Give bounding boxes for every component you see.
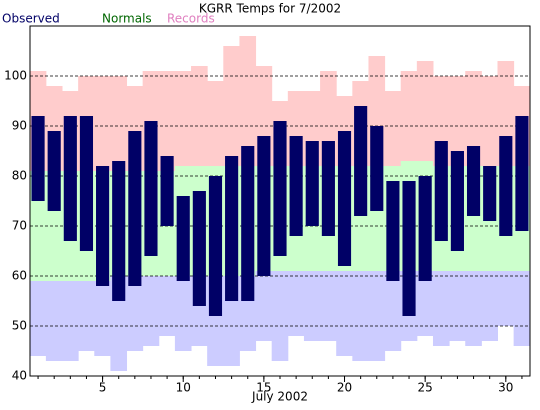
observed-bar [466,146,481,216]
record-high-band [400,71,418,161]
record-low-band [255,271,273,341]
legend-entry: Observed [2,12,60,26]
observed-bar [450,151,464,251]
x-tick-label: 10 [176,381,191,395]
observed-bar [192,191,206,306]
observed-bar [96,166,110,286]
observed-bar [289,136,303,236]
record-low-band [320,271,337,341]
observed-bar [208,176,223,316]
record-low-band [29,281,47,356]
y-tick-label: 80 [12,169,27,183]
record-low-band [78,281,95,351]
observed-bar [160,156,174,226]
observed-bar [305,141,319,226]
record-low-band [126,276,144,351]
record-high-band [481,76,498,166]
record-high-band [158,71,176,171]
observed-bar [31,116,45,201]
x-tick-label: 30 [498,381,513,395]
record-low-band [94,281,111,356]
legend-entry: Normals [102,12,152,26]
observed-bar [79,116,94,251]
record-high-band [239,36,257,166]
record-low-band [303,271,321,341]
y-tick-label: 70 [12,219,27,233]
record-low-band [384,271,402,351]
legend-entry: Records [167,12,215,26]
x-tick-label: 5 [99,381,107,395]
y-tick-label: 50 [12,319,27,333]
x-axis-label: July 2002 [251,390,308,404]
record-high-band [416,61,434,161]
x-tick-label: 15 [256,381,271,395]
record-low-band [432,271,450,346]
x-tick-label: 20 [337,381,352,395]
observed-bar [241,146,255,301]
record-low-band [481,271,498,341]
x-tick-label: 25 [418,381,433,395]
y-tick-label: 100 [4,69,27,83]
record-low-band [465,271,482,346]
record-low-band [368,271,386,361]
record-low-band [62,281,79,361]
y-tick-label: 60 [12,269,27,283]
record-high-band [449,76,466,166]
record-high-band [207,81,224,166]
record-high-band [384,91,402,166]
plot-frame [29,25,531,377]
observed-bar [321,141,335,236]
record-low-band [449,271,466,341]
y-tick-label: 40 [12,369,27,383]
record-high-band [174,71,192,166]
observed-bar [402,181,416,316]
observed-bar [273,121,287,256]
record-low-band [271,271,289,361]
observed-bar [112,161,126,301]
observed-bar [337,131,352,266]
record-high-band [94,76,111,171]
observed-bar [257,136,271,276]
record-high-band [465,71,482,166]
chart-title: KGRR Temps for 7/2002 [199,2,341,16]
observed-bar [483,166,497,221]
observed-bar [515,116,529,231]
observed-bar [225,156,239,301]
observed-bar [499,136,513,236]
record-low-band [352,271,369,361]
record-low-band [142,276,160,346]
observed-bar [354,106,368,216]
observed-bar [176,196,190,281]
observed-bar [386,181,400,281]
record-high-band [110,76,128,171]
observed-bar [370,126,384,211]
observed-bar [434,141,448,241]
observed-bar [418,176,432,281]
observed-bar [63,116,77,241]
record-high-band [223,46,240,166]
observed-bar [47,131,61,211]
y-tick-label: 90 [12,119,27,133]
record-low-band [287,271,305,336]
record-low-band [174,276,192,351]
observed-bar [144,121,158,256]
record-low-band [416,271,434,336]
record-low-band [158,276,176,336]
record-low-band [45,281,63,361]
record-low-band [336,271,353,356]
record-low-band [513,271,531,346]
record-high-band [191,66,208,166]
observed-bar [128,131,142,286]
record-low-band [497,271,515,326]
